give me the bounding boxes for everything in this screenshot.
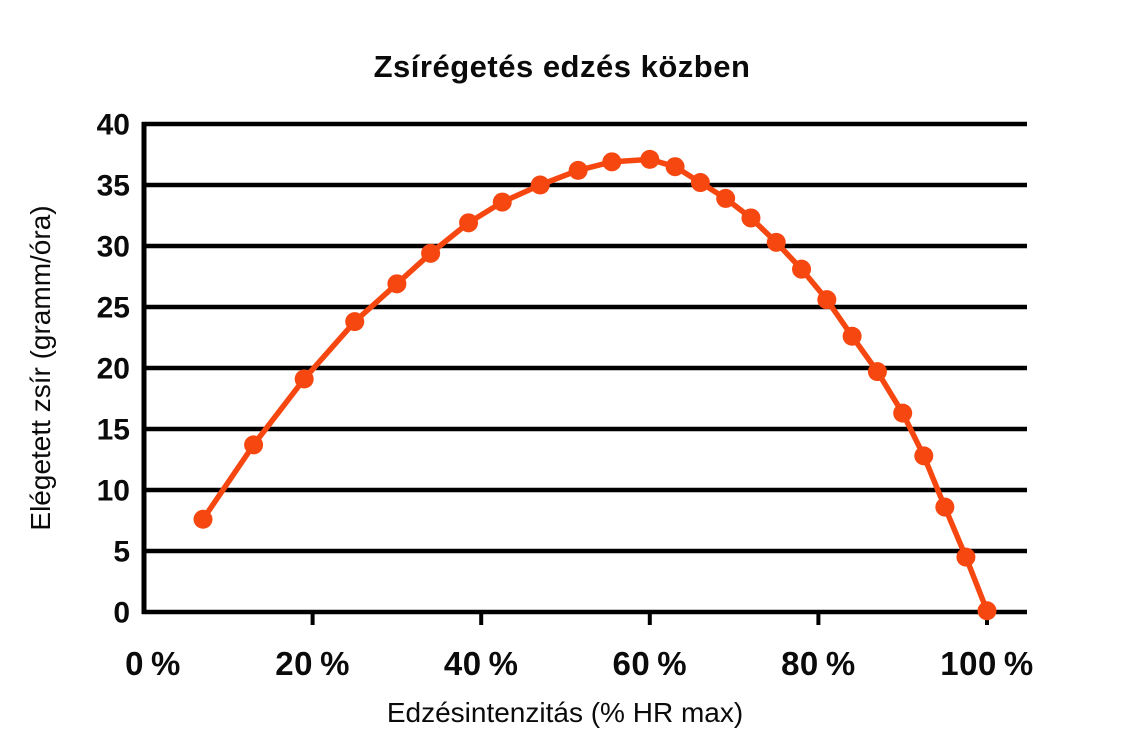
data-point	[602, 152, 622, 172]
x-tick-label: 80 %	[781, 645, 856, 682]
data-point	[568, 160, 588, 180]
y-tick-label: 15	[97, 414, 130, 447]
chart-title: Zsírégetés edzés közben	[374, 49, 751, 84]
data-series	[193, 149, 997, 621]
data-point	[716, 188, 736, 208]
data-point	[914, 446, 934, 466]
data-point	[459, 213, 479, 233]
y-tick-label: 35	[97, 170, 130, 203]
x-axis-title: Edzésintenzitás (% HR max)	[387, 697, 743, 728]
y-tick-label: 0	[113, 597, 130, 630]
data-point	[842, 326, 862, 346]
data-point	[741, 208, 761, 228]
data-point	[421, 243, 441, 263]
y-tick-label: 30	[97, 231, 130, 264]
data-point	[977, 601, 997, 621]
y-tick-label: 10	[97, 475, 130, 508]
y-tick-label: 25	[97, 292, 130, 325]
data-point	[817, 290, 837, 310]
data-point	[640, 149, 660, 169]
gridlines	[142, 121, 1027, 615]
data-point	[193, 509, 213, 529]
data-point	[956, 547, 976, 567]
y-axis-title: Elégetett zsír (gramm/óra)	[25, 205, 56, 530]
data-line	[200, 156, 990, 614]
x-tick-marks	[310, 612, 989, 625]
data-point	[690, 173, 710, 193]
data-point	[492, 192, 512, 212]
x-tick-label: 40 %	[444, 645, 519, 682]
data-point	[766, 232, 786, 252]
data-point	[244, 435, 264, 455]
data-point	[867, 362, 887, 382]
data-point	[792, 259, 812, 279]
data-point	[294, 369, 314, 389]
data-point	[893, 403, 913, 423]
y-tick-label: 20	[97, 353, 130, 386]
x-tick-label: 0 %	[125, 645, 181, 682]
x-tick-labels: 0 % 20 % 40 % 60 % 80 % 100 %	[125, 645, 1034, 682]
y-tick-labels: 0 5 10 15 20 25 30 35 40	[97, 109, 130, 630]
data-point	[665, 157, 685, 177]
data-point	[387, 274, 407, 294]
x-tick-label: 100 %	[940, 645, 1034, 682]
x-tick-label: 60 %	[612, 645, 687, 682]
data-point	[345, 312, 365, 332]
data-point	[530, 175, 550, 195]
data-point	[935, 497, 955, 517]
y-tick-label: 5	[113, 536, 130, 569]
y-tick-label: 40	[97, 109, 130, 142]
x-tick-label: 20 %	[275, 645, 350, 682]
